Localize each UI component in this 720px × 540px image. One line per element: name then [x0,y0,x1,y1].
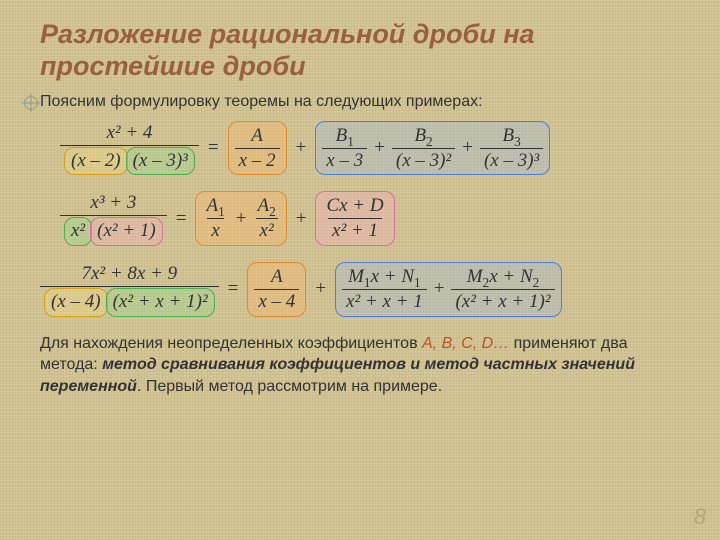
equation-2: x³ + 3 x²(x² + 1) = A1x + A2x² + Cx + Dx… [60,191,680,246]
plus-sign: + [312,278,329,300]
subtitle: Поясним формулировку теоремы на следующи… [40,93,680,111]
equals-sign: = [173,208,190,230]
eq1-term1: Ax – 2 [228,121,287,176]
eq2-terms-orange: A1x + A2x² [195,191,286,246]
eq2-factor-pink: (x² + 1) [90,217,163,246]
eq3-term-orange: Ax – 4 [247,262,306,317]
footer-paragraph: Для нахождения неопределенных коэффициен… [40,333,680,398]
equation-1: x² + 4 (x – 2)(x – 3)³ = Ax – 2 + B1x – … [60,121,680,176]
eq2-lhs-num: x³ + 3 [86,191,140,215]
eq1-lhs-num: x² + 4 [102,121,156,145]
page-number: 8 [694,504,706,530]
decorative-marker-icon [20,92,42,114]
eq3-terms-blue: M1x + N1 x² + x + 1 + M2x + N2 (x² + x +… [335,262,562,317]
coef-letters: A, B, C, D… [422,335,509,352]
eq1-terms-blue: B1x – 3 + B2(x – 3)² + B3(x – 3)³ [315,121,550,176]
equation-3: 7x² + 8x + 9 (x – 4)(x² + x + 1)² = Ax –… [40,262,680,317]
plus-sign: + [293,137,310,159]
eq1-factor-green: (x – 3)³ [126,147,195,176]
eq3-factor-green: (x² + x + 1)² [106,288,215,317]
eq2-term-pink: Cx + Dx² + 1 [315,191,394,246]
eq3-lhs-num: 7x² + 8x + 9 [77,262,181,286]
eq2-factor-green: x² [64,217,92,246]
eq1-factor-yellow: (x – 2) [64,147,128,176]
equals-sign: = [205,137,222,159]
equals-sign: = [225,278,242,300]
plus-sign: + [293,208,310,230]
eq3-factor-yellow: (x – 4) [44,288,108,317]
page-title: Разложение рациональной дроби на простей… [40,18,680,83]
